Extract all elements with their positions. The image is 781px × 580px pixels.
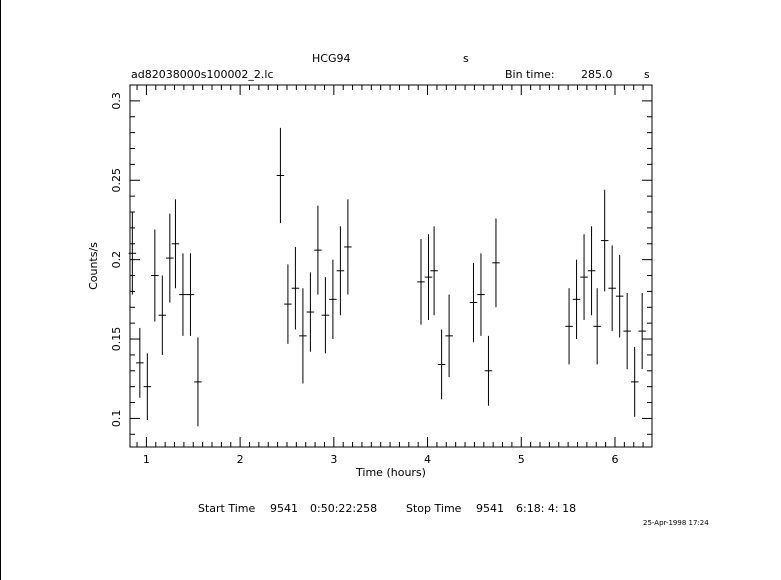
data-point — [158, 275, 167, 355]
data-point — [430, 226, 438, 316]
data-point — [151, 229, 159, 322]
data-point — [171, 199, 180, 289]
data-point — [276, 127, 285, 224]
start-time-label: Start Time — [198, 502, 256, 515]
data-point — [424, 234, 433, 320]
data-point — [437, 329, 446, 400]
y-axis-label: Counts/s — [87, 242, 100, 290]
data-point — [630, 346, 639, 417]
y-tick-label: 0.15 — [110, 327, 123, 352]
data-point — [329, 259, 337, 340]
data-point — [179, 253, 187, 336]
data-point — [587, 226, 596, 316]
stop-day: 9541 — [476, 502, 504, 515]
x-tick-label: 5 — [518, 453, 525, 466]
data-point — [593, 288, 601, 365]
data-point — [136, 327, 144, 398]
y-tick-label: 0.3 — [110, 92, 123, 110]
window-left-edge — [0, 0, 1, 580]
data-point — [580, 234, 588, 320]
x-tick-label: 3 — [330, 453, 337, 466]
data-point — [344, 199, 352, 295]
bin-time-unit: s — [644, 68, 650, 81]
data-point — [572, 259, 581, 340]
y-tick-label: 0.2 — [110, 251, 123, 269]
object-unit: s — [463, 52, 469, 65]
data-point — [306, 272, 315, 352]
bin-time-value: 285.0 — [581, 68, 613, 81]
data-point — [638, 292, 646, 370]
data-point — [291, 246, 300, 330]
data-point — [128, 212, 137, 295]
data-point — [615, 254, 624, 338]
y-tick-label: 0.1 — [110, 410, 123, 428]
data-point — [194, 337, 202, 427]
filename: ad82038000s100002_2.lc — [131, 68, 274, 81]
x-axis-label: Time (hours) — [355, 466, 426, 479]
y-tick-label: 0.25 — [110, 168, 123, 193]
data-point — [623, 292, 631, 370]
data-point — [608, 245, 616, 332]
object-name: HCG94 — [312, 52, 351, 65]
stop-time-value: 6:18: 4: 18 — [516, 502, 577, 515]
x-tick-label: 6 — [611, 453, 618, 466]
data-point — [492, 218, 500, 308]
data-point — [477, 253, 485, 336]
x-tick-label: 2 — [237, 453, 244, 466]
data-point — [299, 288, 307, 384]
x-tick-label: 4 — [424, 453, 431, 466]
axis-ticks — [130, 84, 652, 447]
data-point — [417, 239, 425, 325]
data-point — [143, 353, 152, 421]
data-point — [469, 262, 478, 343]
plot-frame — [129, 84, 653, 448]
start-day: 9541 — [270, 502, 298, 515]
start-time-value: 0:50:22:258 — [310, 502, 378, 515]
data-point — [321, 277, 330, 354]
x-tick-label: 1 — [143, 453, 150, 466]
bin-time-label: Bin time: — [505, 68, 555, 81]
data-point — [484, 335, 493, 406]
data-point — [565, 288, 573, 365]
data-point — [336, 226, 345, 316]
data-point — [314, 205, 322, 295]
axis-tick-labels: 1 2 3 4 5 6 0.1 0.15 0.2 0.25 0.3 — [110, 92, 618, 466]
data-point — [445, 294, 453, 378]
data-point — [186, 253, 195, 336]
data-point — [600, 189, 609, 292]
plot-timestamp: 25-Apr-1998 17:24 — [643, 519, 709, 527]
data-point — [284, 264, 292, 344]
stop-time-label: Stop Time — [406, 502, 462, 515]
data-points — [128, 127, 646, 427]
data-point — [166, 213, 174, 303]
